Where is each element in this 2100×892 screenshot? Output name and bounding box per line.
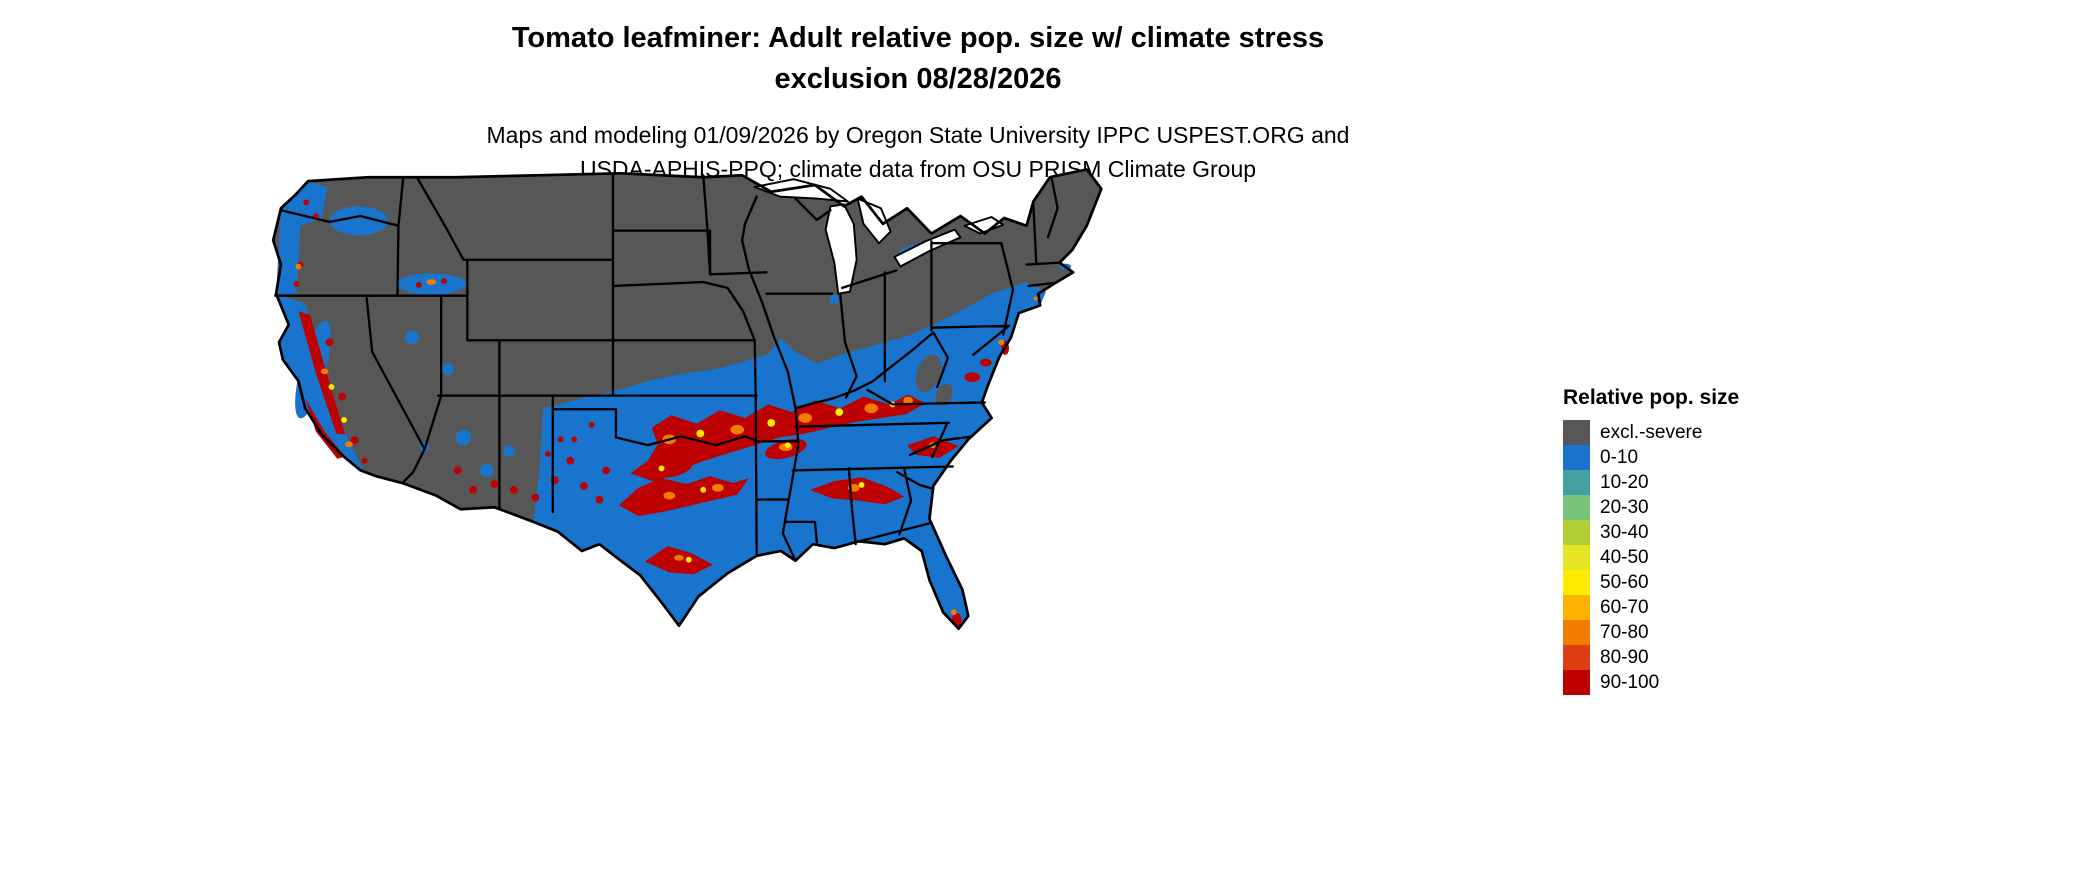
page-subtitle: Maps and modeling 01/09/2026 by Oregon S… (168, 118, 1668, 186)
title-line-1: Tomato leafminer: Adult relative pop. si… (511, 22, 1325, 54)
legend-swatch (1563, 595, 1590, 620)
lake-erie (893, 228, 962, 268)
us-population-map (213, 148, 1145, 653)
legend-item: 20-30 (1563, 495, 1823, 520)
legend-swatch (1563, 495, 1590, 520)
us-map-svg (271, 168, 1103, 631)
legend-label: 20-30 (1600, 496, 1649, 518)
legend-label: 50-60 (1600, 571, 1649, 593)
legend-item: 40-50 (1563, 545, 1823, 570)
map-region-excluded-patches (915, 354, 953, 406)
legend-items: excl.-severe 0-10 10-20 20-30 30-40 40-50 50-6… (1563, 420, 1823, 695)
legend-item: 50-60 (1563, 570, 1823, 595)
lake-huron (856, 197, 892, 245)
legend-swatch (1563, 620, 1590, 645)
subtitle-line-1: Maps and modeling 01/09/2026 by Oregon S… (486, 122, 1350, 148)
map-region-high-yellow (328, 383, 896, 563)
legend-item: 80-90 (1563, 645, 1823, 670)
legend-swatch (1563, 470, 1590, 495)
legend-label: 10-20 (1600, 471, 1649, 493)
legend-item: 0-10 (1563, 445, 1823, 470)
page-title: Tomato leafminer: Adult relative pop. si… (168, 18, 1668, 100)
legend-label: 30-40 (1600, 521, 1649, 543)
legend-swatch (1563, 670, 1590, 695)
legend-label: 80-90 (1600, 646, 1649, 668)
state-borders (273, 172, 1061, 562)
us-outline (271, 168, 1103, 631)
legend-title: Relative pop. size (1563, 386, 1740, 409)
legend-swatch (1563, 520, 1590, 545)
lake-ontario (963, 216, 1005, 235)
legend-label: 0-10 (1600, 446, 1639, 468)
legend-item: excl.-severe (1563, 420, 1823, 445)
legend-item: 10-20 (1563, 470, 1823, 495)
legend-item: 90-100 (1563, 670, 1823, 695)
legend-swatch (1563, 570, 1590, 595)
legend-label: 60-70 (1600, 596, 1649, 618)
legend-item: 60-70 (1563, 595, 1823, 620)
legend-label: 70-80 (1600, 621, 1649, 643)
legend-label: excl.-severe (1600, 421, 1703, 443)
map-legend: Relative pop. size excl.-severe 0-10 10-20… (1563, 386, 1823, 695)
title-line-2: exclusion 08/28/2026 (774, 63, 1062, 95)
legend-label: 90-100 (1600, 671, 1660, 693)
legend-label: 40-50 (1600, 546, 1649, 568)
legend-swatch (1563, 445, 1590, 470)
lake-superior (753, 178, 849, 203)
legend-item: 30-40 (1563, 520, 1823, 545)
legend-swatch (1563, 545, 1590, 570)
legend-swatch (1563, 645, 1590, 670)
legend-swatch (1563, 420, 1590, 445)
legend-item: 70-80 (1563, 620, 1823, 645)
lake-michigan (824, 203, 858, 295)
great-lakes (753, 178, 1005, 295)
